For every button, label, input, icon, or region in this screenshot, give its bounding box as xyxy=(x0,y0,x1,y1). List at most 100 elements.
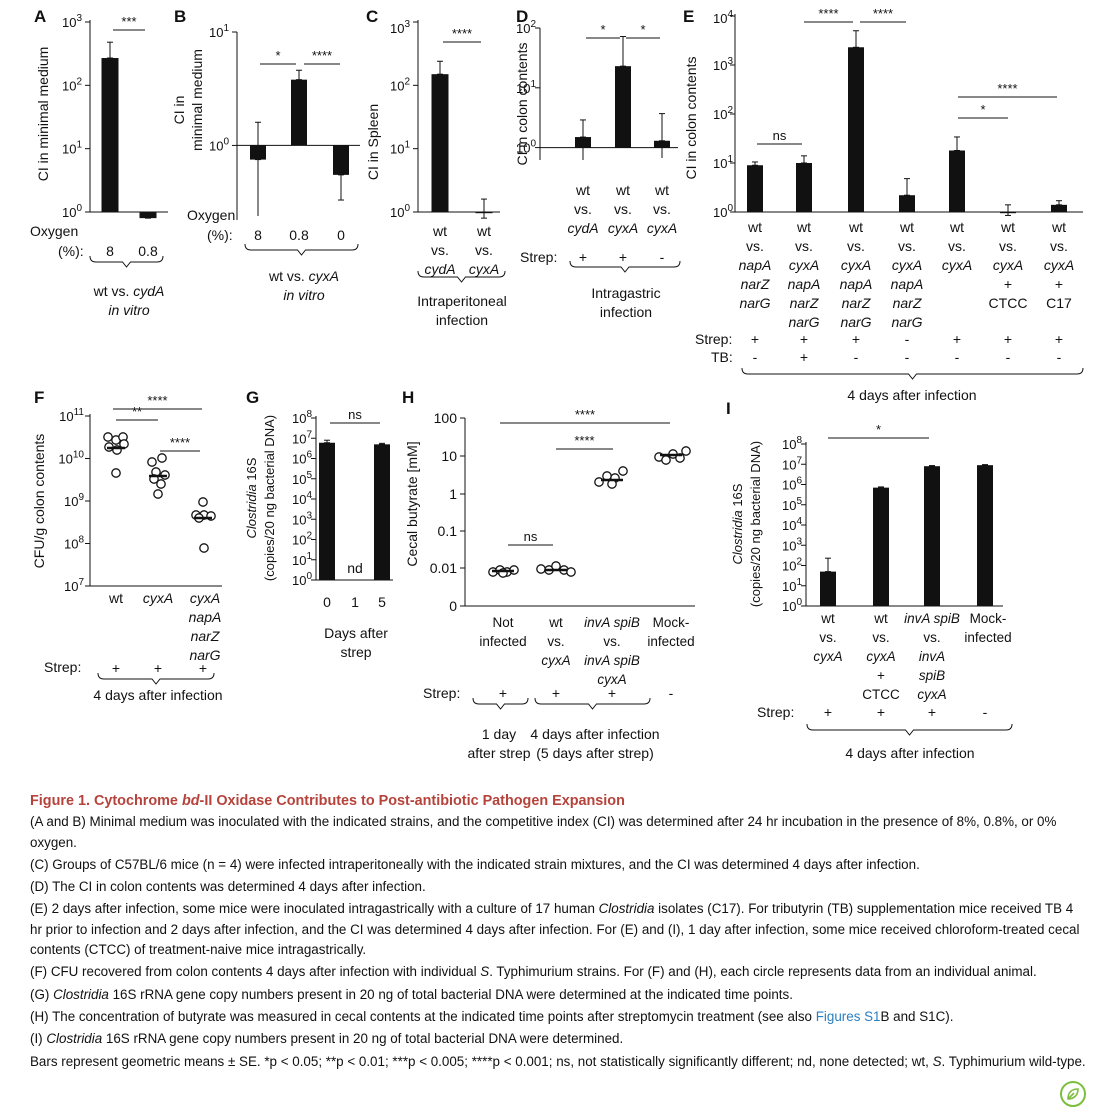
panel-e-tick-label: 101 xyxy=(713,154,733,171)
panel-e-sig: **** xyxy=(818,6,838,21)
panel-g-tick-label: 102 xyxy=(292,531,312,548)
panel-g-nd-label: nd xyxy=(347,560,363,576)
panel-e-category-label: narZ xyxy=(842,295,871,311)
panel-i-bar xyxy=(873,487,889,606)
panel-h-group-label: after strep xyxy=(467,745,530,761)
caption-paragraph-c: (C) Groups of C57BL/6 mice (n = 4) were … xyxy=(30,856,920,872)
panel-e-category-label: vs. xyxy=(795,238,813,254)
panel-f-data-point xyxy=(198,497,208,507)
panel-h-tick-label: 10 xyxy=(441,448,457,464)
panel-i-tick-label: 100 xyxy=(782,597,802,614)
panel-i-category-label: vs. xyxy=(872,630,889,645)
panel-h-category-label: invA spiB xyxy=(584,615,640,630)
panel-b-oxygen-value: 8 xyxy=(254,227,262,243)
panel-e-category-label: narZ xyxy=(893,295,922,311)
panel-e-strep-value: + xyxy=(852,331,860,347)
panel-e-strep-value: - xyxy=(905,331,910,347)
panel-h-tick-label: 0 xyxy=(449,598,457,614)
panel-e-tick-label: 100 xyxy=(713,203,733,220)
panel-f-sig: **** xyxy=(170,435,190,450)
panel-b-tick-label: 101 xyxy=(209,23,229,40)
panel-h-data-point xyxy=(661,455,671,465)
panel-i-group-label: 4 days after infection xyxy=(845,745,974,761)
panel-i-bar xyxy=(977,465,993,606)
panel-i-tick-label: 107 xyxy=(782,455,802,472)
panel-b-oxygen-value: 0 xyxy=(337,227,345,243)
panel-g-tick-label: 101 xyxy=(292,551,312,568)
panel-g-tick-label: 106 xyxy=(292,450,312,467)
panel-f-strep-value: + xyxy=(112,660,120,676)
panel-i-ylabel: Clostridia 16S xyxy=(730,483,745,564)
panel-d-sig: * xyxy=(600,22,605,37)
panel-i-category-label: invA xyxy=(919,649,945,664)
panel-e-category-label: wt xyxy=(1051,219,1066,235)
panel-f-brace xyxy=(97,672,215,685)
caption-paragraph-h: (H) The concentration of butyrate was me… xyxy=(30,1008,954,1024)
panel-i-bar xyxy=(820,571,836,606)
panel-h-strep-value: - xyxy=(669,685,674,701)
panel-a-tick-label: 100 xyxy=(62,203,82,220)
panel-g-tick-label: 104 xyxy=(292,490,312,507)
panel-c-category-label: wt xyxy=(476,223,491,239)
panel-f-sig: ** xyxy=(132,404,142,419)
panel-i-category-label: wt xyxy=(820,611,835,626)
panel-i-strep-value: + xyxy=(824,704,832,720)
panel-h-sig: **** xyxy=(574,433,594,448)
panel-d-group-label: infection xyxy=(600,304,652,320)
panel-e-category-label: napA xyxy=(891,276,924,292)
panel-f-data-point xyxy=(156,479,166,489)
panel-e-category-label: narZ xyxy=(741,276,770,292)
panel-e-strep-value: + xyxy=(1004,331,1012,347)
panel-e-category-label: + xyxy=(1055,276,1063,292)
panel-h-tick-label: 0.01 xyxy=(430,560,457,576)
panel-g-tick-label: 108 xyxy=(292,409,312,426)
panel-letter-i: I xyxy=(726,399,731,418)
panel-f-tick-label: 107 xyxy=(64,577,84,594)
panel-d-sig: * xyxy=(640,22,645,37)
panel-letter-g: G xyxy=(246,388,259,407)
panel-e-tb-value: - xyxy=(1006,349,1011,365)
panel-c-category-label: cydA xyxy=(424,261,455,277)
panel-d-group-label: Intragastric xyxy=(591,285,660,301)
panel-h-data-point xyxy=(681,446,691,456)
panel-d-tick-label: 100 xyxy=(516,139,536,156)
leaf-icon[interactable] xyxy=(1060,1081,1086,1107)
panel-e-tick-label: 102 xyxy=(713,105,733,122)
panel-e-bar xyxy=(1051,204,1067,212)
panel-h-category-label: Not xyxy=(492,615,513,630)
panel-b-ylabel: minimal medium xyxy=(189,49,205,151)
panel-h-category-label: Mock- xyxy=(653,615,690,630)
panel-e-brace xyxy=(741,367,1084,380)
panel-e-sig: ns xyxy=(773,128,787,143)
panel-d-bar xyxy=(654,140,670,148)
panel-h-data-point xyxy=(536,564,546,574)
panel-f-tick-label: 1010 xyxy=(58,450,84,467)
panel-h-tick-label: 0.1 xyxy=(438,523,458,539)
panel-c-tick-label: 103 xyxy=(390,19,410,36)
panel-c-category-label: vs. xyxy=(431,242,449,258)
panel-g-day-label: 0 xyxy=(323,594,331,610)
panel-i-bar xyxy=(924,466,940,606)
panel-i-category-label: cyxA xyxy=(917,687,946,702)
panel-e-strep-value: + xyxy=(800,331,808,347)
panel-i-strep-label: Strep: xyxy=(757,704,794,720)
panel-g-tick-label: 105 xyxy=(292,470,312,487)
panel-h-category-label: cyxA xyxy=(597,672,626,687)
figure-s1-link[interactable]: Figures S1 xyxy=(815,1008,881,1024)
panel-i-ylabel: (copies/20 ng bacterial DNA) xyxy=(748,441,763,607)
panel-e-group-label: 4 days after infection xyxy=(847,387,976,403)
panel-e-category-label: CTCC xyxy=(989,295,1028,311)
panel-i-category-label: + xyxy=(877,668,885,683)
panel-b-tick-label: 100 xyxy=(209,136,229,153)
panel-e-bar xyxy=(848,47,864,213)
panel-e-category-label: cyxA xyxy=(841,257,871,273)
caption-paragraph-f: (F) CFU recovered from colon contents 4 … xyxy=(30,964,1037,980)
panel-a-oxygen-value: 0.8 xyxy=(138,243,158,259)
caption-paragraph-d: (D) The CI in colon contents was determi… xyxy=(30,879,426,895)
panel-a-oxygen-units: (%): xyxy=(58,243,84,259)
panel-e-sig: * xyxy=(980,102,985,117)
panel-a-tick-label: 102 xyxy=(62,76,82,93)
panel-c-tick-label: 100 xyxy=(390,203,410,220)
panel-e-category-label: vs. xyxy=(847,238,865,254)
panel-h-data-point xyxy=(566,567,576,577)
